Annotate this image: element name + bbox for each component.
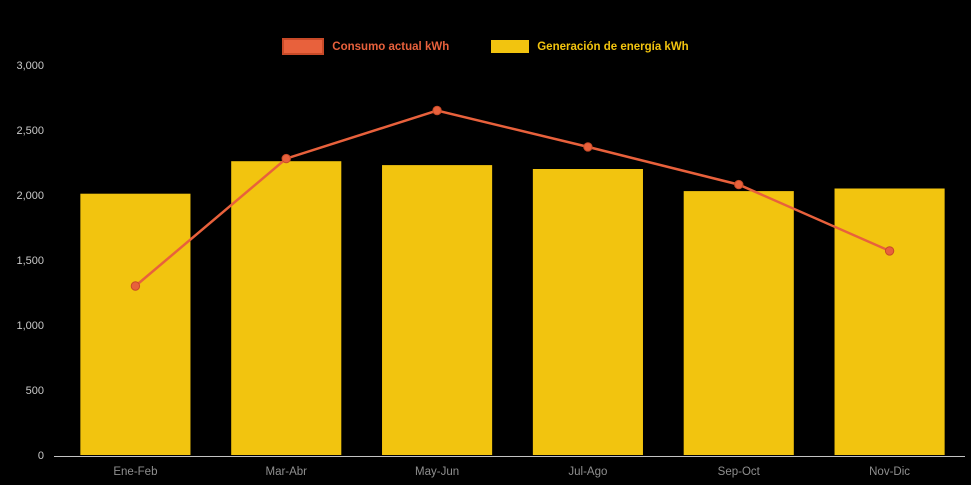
x-tick-label: Sep-Oct	[718, 466, 761, 478]
y-tick-label: 500	[26, 385, 44, 397]
legend-swatch-generacion-icon	[491, 40, 530, 53]
y-tick-label: 1,500	[16, 255, 44, 267]
legend-label-generacion: Generación de energía kWh	[537, 40, 689, 53]
x-tick-label: Mar-Abr	[265, 466, 307, 478]
bar-Ene-Feb	[80, 193, 191, 455]
legend-label-consumo: Consumo actual kWh	[332, 40, 450, 53]
legend-swatch-consumo-icon	[282, 38, 325, 55]
line-marker-Mar-Abr	[281, 153, 291, 164]
y-tick-label: 0	[38, 450, 44, 462]
x-tick-label: May-Jun	[415, 466, 459, 478]
x-tick-label: Ene-Feb	[113, 466, 157, 478]
line-marker-Ene-Feb	[130, 281, 141, 291]
y-tick-label: 2,500	[16, 125, 44, 137]
legend-item-generacion[interactable]: Generación de energía kWh	[491, 40, 689, 53]
y-tick-label: 3,000	[16, 60, 44, 72]
line-series	[134, 109, 891, 287]
x-tick-label: Nov-Dic	[869, 466, 910, 478]
line-marker-May-Jun	[432, 105, 442, 116]
chart-legend: Consumo actual kWh Generación de energía…	[0, 38, 971, 55]
line-marker-Nov-Dic	[884, 246, 895, 256]
x-tick-label: Jul-Ago	[568, 466, 607, 478]
line-marker-Sep-Oct	[734, 179, 744, 190]
bar-Sep-Oct	[683, 191, 794, 455]
legend-item-consumo[interactable]: Consumo actual kWh	[282, 38, 449, 55]
bar-May-Jun	[382, 165, 493, 455]
bar-Jul-Ago	[532, 169, 643, 455]
y-tick-label: 1,000	[16, 320, 44, 332]
bar-Mar-Abr	[231, 161, 342, 455]
bar-Nov-Dic	[834, 188, 945, 455]
y-tick-label: 2,000	[16, 190, 44, 202]
line-marker-Jul-Ago	[583, 142, 593, 152]
